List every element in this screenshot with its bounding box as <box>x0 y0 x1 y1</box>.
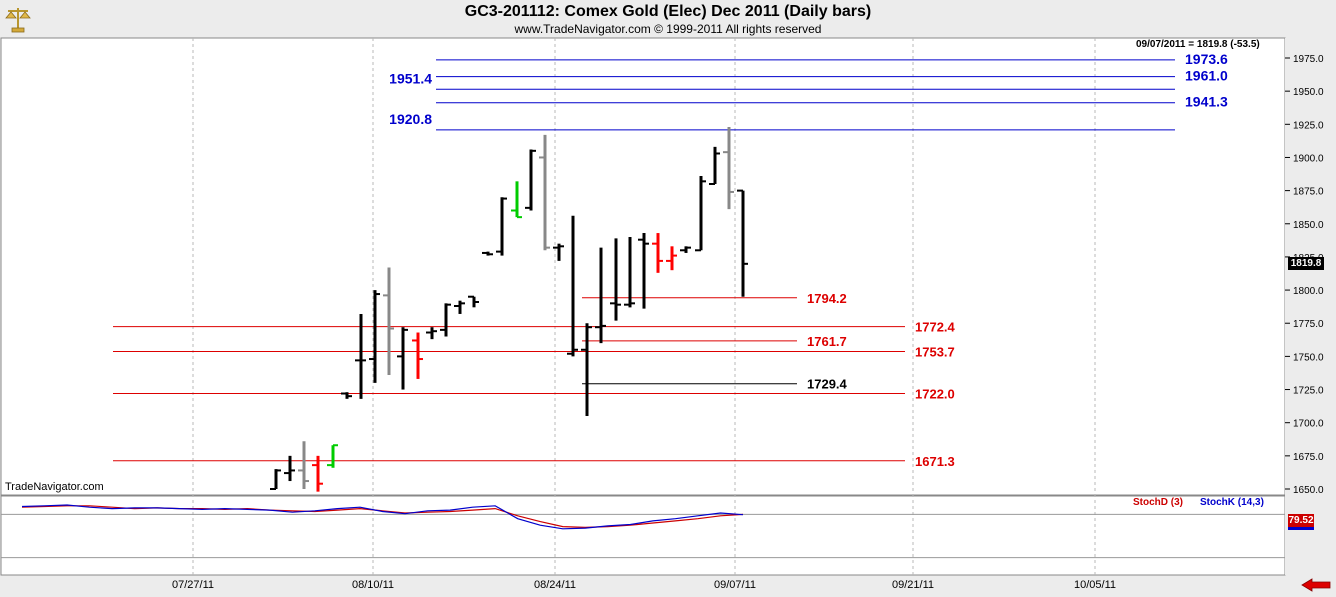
stochd-legend: StochD (3) <box>1133 497 1183 508</box>
y-tick-label: 1725.0 <box>1293 386 1324 397</box>
price-level-label: 1941.3 <box>1185 94 1228 110</box>
y-tick-label: 1675.0 <box>1293 452 1324 463</box>
copyright-line: www.TradeNavigator.com © 1999-2011 All r… <box>514 22 822 36</box>
y-tick-label: 1900.0 <box>1293 153 1324 164</box>
price-level-label: 1973.6 <box>1185 51 1228 67</box>
x-tick-label: 08/10/11 <box>352 579 394 591</box>
price-level-label: 1920.8 <box>389 111 432 127</box>
price-level-label: 1794.2 <box>807 291 847 306</box>
price-level-label: 1761.7 <box>807 334 847 349</box>
y-tick-label: 1975.0 <box>1293 54 1324 65</box>
price-axis-area <box>1285 38 1335 575</box>
price-level-label: 1961.0 <box>1185 68 1228 84</box>
x-tick-label: 07/27/11 <box>172 579 214 591</box>
price-level-label: 1729.4 <box>807 377 848 392</box>
y-tick-label: 1850.0 <box>1293 220 1324 231</box>
last-price-readout: 09/07/2011 = 1819.8 (-53.5) <box>1136 39 1260 50</box>
price-level-label: 1951.4 <box>389 70 432 86</box>
price-level-label: 1722.0 <box>915 387 955 402</box>
x-tick-label: 09/07/11 <box>714 579 756 591</box>
y-tick-label: 1750.0 <box>1293 352 1324 363</box>
x-tick-label: 10/05/11 <box>1074 579 1116 591</box>
y-tick-label: 1800.0 <box>1293 286 1324 297</box>
price-level-label: 1753.7 <box>915 344 955 359</box>
price-level-label: 1671.3 <box>915 454 955 469</box>
stochk-legend: StochK (14,3) <box>1200 497 1264 508</box>
price-level-label: 1772.4 <box>915 320 956 335</box>
stoch-value-badge: 79.52 <box>1288 514 1314 530</box>
y-tick-label: 1775.0 <box>1293 319 1324 330</box>
y-tick-label: 1925.0 <box>1293 120 1324 131</box>
y-tick-label: 1875.0 <box>1293 187 1324 198</box>
y-tick-label: 1650.0 <box>1293 485 1324 496</box>
y-tick-label: 1700.0 <box>1293 419 1324 430</box>
stochk-line <box>21 504 744 530</box>
x-tick-label: 08/24/11 <box>534 579 576 591</box>
gold-scale-logo-icon <box>4 4 32 34</box>
stochastic-panel <box>0 495 1286 576</box>
red-left-arrow-icon[interactable] <box>1300 578 1332 592</box>
last-price-badge: 1819.8 <box>1288 257 1324 270</box>
y-tick-label: 1950.0 <box>1293 87 1324 98</box>
x-tick-label: 09/21/11 <box>892 579 934 591</box>
chart-title: GC3-201112: Comex Gold (Elec) Dec 2011 (… <box>464 3 872 20</box>
watermark-text: TradeNavigator.com <box>5 481 104 493</box>
